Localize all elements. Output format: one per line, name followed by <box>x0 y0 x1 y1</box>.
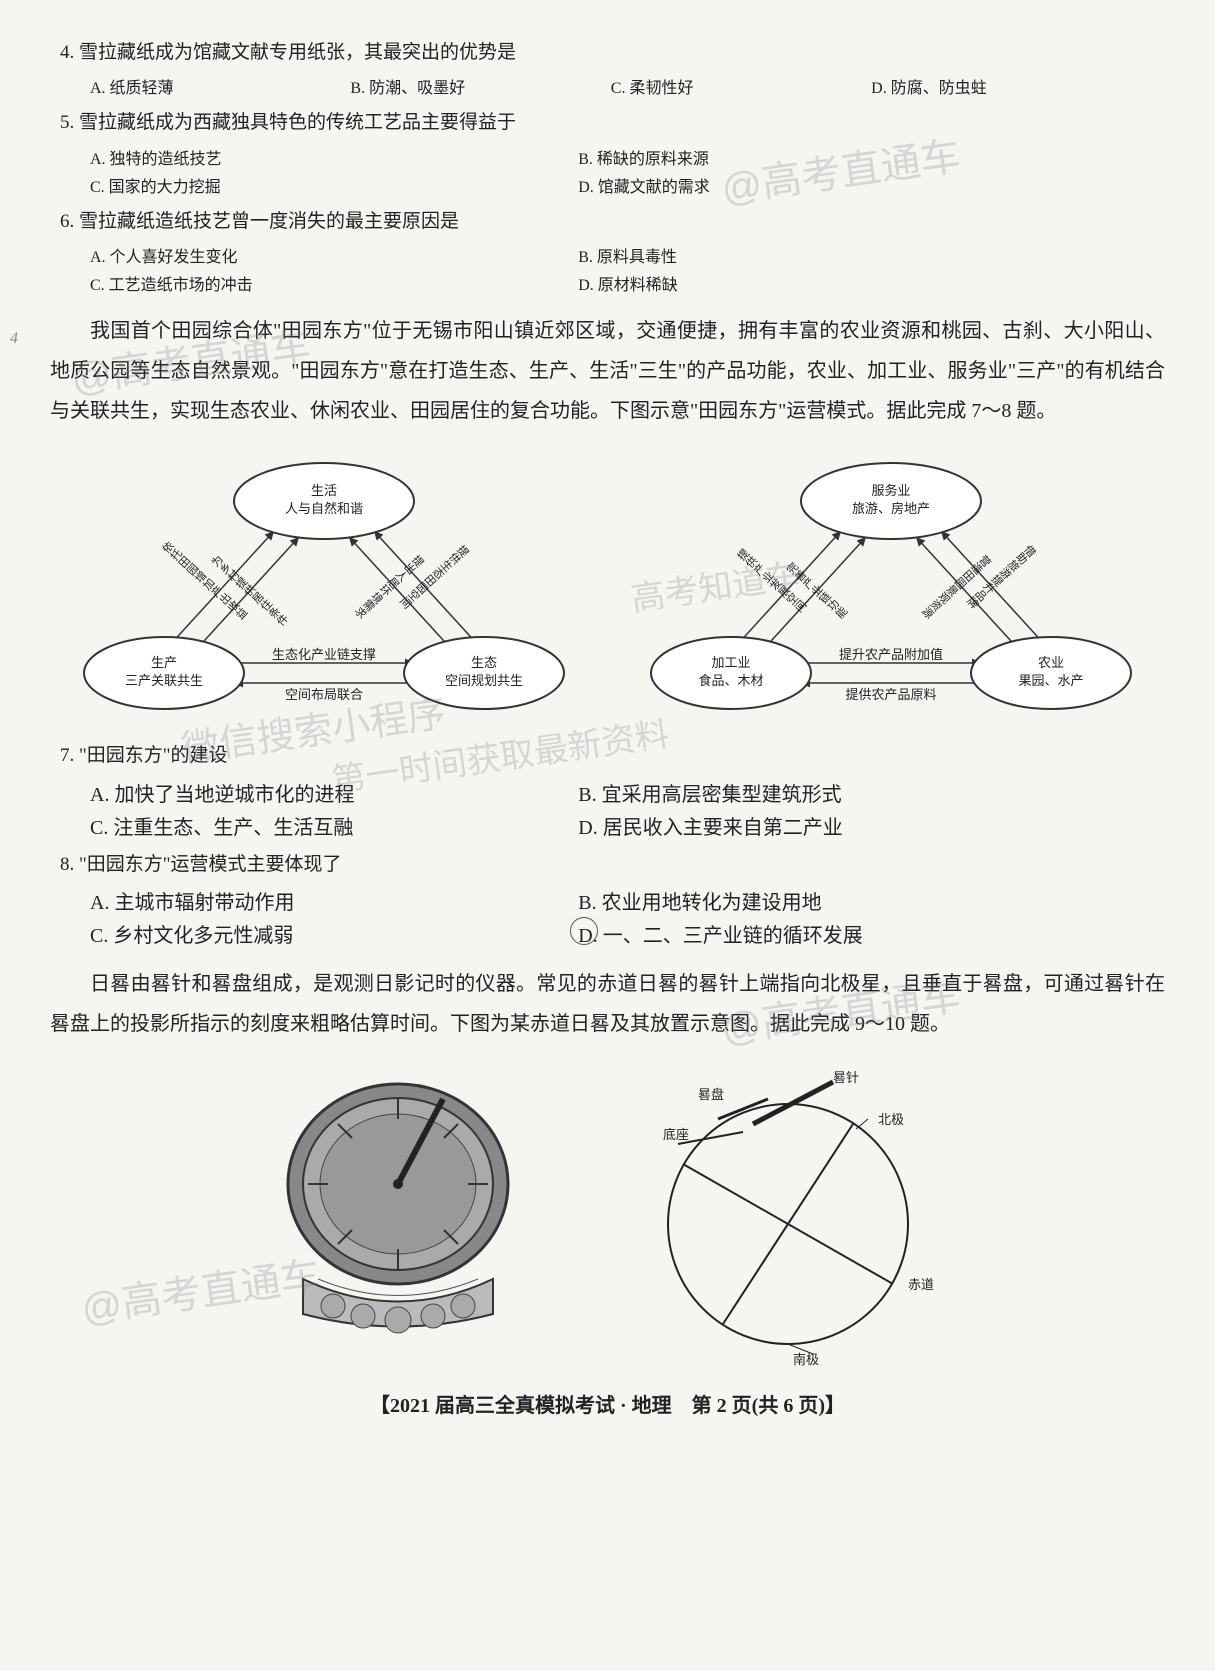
q5-option-d: D. 馆藏文献的需求 <box>578 173 1066 197</box>
q5-option-c: C. 国家的大力挖掘 <box>90 173 578 197</box>
svg-text:生态: 生态 <box>471 655 497 670</box>
passage-1: 我国首个田园综合体"田园东方"位于无锡市阳山镇近郊区域，交通便捷，拥有丰富的农业… <box>50 311 1165 431</box>
question-8-stem: 8. "田园东方"运营模式主要体现了 <box>60 850 1175 880</box>
sundial-drawing <box>248 1064 548 1344</box>
q8-option-d: D. 一、二、三产业链的循环发展 <box>578 919 1066 948</box>
passage-2: 日晷由晷针和晷盘组成，是观测日影记时的仪器。常见的赤道日晷的晷针上端指向北极星，… <box>50 964 1165 1044</box>
q7-option-c: C. 注重生态、生产、生活互融 <box>90 811 578 840</box>
svg-text:果园、水产: 果园、水产 <box>1019 673 1084 688</box>
q4-option-c: C. 柔韧性好 <box>611 74 871 98</box>
q5-option-b: B. 稀缺的原料来源 <box>578 145 1066 169</box>
svg-text:三产关联共生: 三产关联共生 <box>125 673 203 688</box>
triangle-diagrams: 生活 人与自然和谐 生产 三产关联共生 生态 空间规划共生 依托田园增加产出收益… <box>40 451 1175 721</box>
sundial-diagrams: 晷盘 晷针 底座 北极 赤道 南极 <box>40 1064 1175 1364</box>
q7-option-d: D. 居民收入主要来自第二产业 <box>578 811 1066 840</box>
question-6-stem: 6. 雪拉藏纸造纸技艺曾一度消失的最主要原因是 <box>60 207 1175 237</box>
q8-option-c: C. 乡村文化多元性减弱 <box>90 919 578 948</box>
svg-text:空间规划共生: 空间规划共生 <box>445 673 523 688</box>
svg-text:人与自然和谐: 人与自然和谐 <box>285 501 363 516</box>
svg-text:食品、木材: 食品、木材 <box>699 673 764 688</box>
q5-option-a: A. 独特的造纸技艺 <box>90 145 578 169</box>
margin-annotation: 4 <box>10 330 18 348</box>
svg-text:提升农产品附加值: 提升农产品附加值 <box>839 647 943 662</box>
q6-option-b: B. 原料具毒性 <box>578 243 1066 267</box>
svg-text:生态化产业链支撑: 生态化产业链支撑 <box>272 647 376 662</box>
svg-text:服务业: 服务业 <box>872 483 911 498</box>
q8-option-a: A. 主城市辐射带动作用 <box>90 886 578 915</box>
svg-text:空间布局联合: 空间布局联合 <box>285 687 363 702</box>
right-triangle-diagram: 服务业 旅游、房地产 加工业 食品、木材 农业 果园、水产 提供产业发展空间 完… <box>641 451 1141 721</box>
sundial-schematic: 晷盘 晷针 底座 北极 赤道 南极 <box>608 1064 968 1364</box>
svg-text:北极: 北极 <box>878 1112 904 1127</box>
q6-option-a: A. 个人喜好发生变化 <box>90 243 578 267</box>
q8-option-b: B. 农业用地转化为建设用地 <box>578 886 1066 915</box>
svg-text:底座: 底座 <box>663 1127 689 1142</box>
question-5-stem: 5. 雪拉藏纸成为西藏独具特色的传统工艺品主要得益于 <box>60 108 1175 138</box>
svg-text:加工业: 加工业 <box>712 655 751 670</box>
svg-text:完善产业链功能: 完善产业链功能 <box>783 560 850 622</box>
question-7-stem: 7. "田园东方"的建设 <box>60 741 1175 771</box>
question-4-stem: 4. 雪拉藏纸成为馆藏文献专用纸张，其最突出的优势是 <box>60 38 1175 68</box>
q4-option-b: B. 防潮、吸墨好 <box>350 74 610 98</box>
svg-text:生产: 生产 <box>151 655 177 670</box>
svg-text:晷针: 晷针 <box>833 1070 859 1085</box>
svg-text:晷盘: 晷盘 <box>698 1087 724 1102</box>
svg-text:南极: 南极 <box>793 1352 819 1367</box>
svg-text:农业: 农业 <box>1038 655 1064 670</box>
q6-option-d: D. 原材料稀缺 <box>578 271 1066 295</box>
svg-text:生活: 生活 <box>311 483 337 498</box>
svg-text:提供农产品原料: 提供农产品原料 <box>846 687 937 702</box>
page-footer: 【2021 届高三全真模拟考试 · 地理 第 2 页(共 6 页)】 <box>40 1389 1175 1418</box>
q6-option-c: C. 工艺造纸市场的冲击 <box>90 271 578 295</box>
svg-text:旅游、房地产: 旅游、房地产 <box>852 501 930 516</box>
q7-option-b: B. 宜采用高层密集型建筑形式 <box>578 778 1066 807</box>
left-triangle-diagram: 生活 人与自然和谐 生产 三产关联共生 生态 空间规划共生 依托田园增加产出收益… <box>74 451 574 721</box>
q7-option-a: A. 加快了当地逆城市化的进程 <box>90 778 578 807</box>
q4-option-a: A. 纸质轻薄 <box>90 74 350 98</box>
svg-text:赤道: 赤道 <box>908 1277 934 1292</box>
q4-option-d: D. 防腐、防虫蛀 <box>871 74 1131 98</box>
